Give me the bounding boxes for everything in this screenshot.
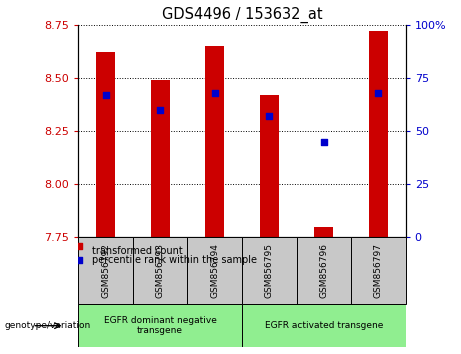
Bar — [242, 237, 296, 304]
Point — [266, 113, 273, 119]
Bar — [296, 237, 351, 304]
Point — [320, 139, 327, 144]
Text: GSM856794: GSM856794 — [210, 243, 219, 298]
Point — [102, 92, 109, 98]
Bar — [133, 237, 188, 304]
Text: genotype/variation: genotype/variation — [5, 321, 91, 330]
Bar — [188, 237, 242, 304]
Text: GSM856792: GSM856792 — [101, 243, 110, 298]
Text: GSM856797: GSM856797 — [374, 243, 383, 298]
Bar — [260, 95, 279, 237]
Bar — [242, 304, 406, 347]
Bar — [96, 52, 115, 237]
Text: GSM856793: GSM856793 — [156, 243, 165, 298]
Text: transformed count: transformed count — [92, 246, 183, 256]
Bar — [314, 227, 333, 237]
Point — [112, 57, 120, 63]
Text: EGFR activated transgene: EGFR activated transgene — [265, 321, 383, 330]
Title: GDS4496 / 153632_at: GDS4496 / 153632_at — [162, 7, 322, 23]
Text: GSM856796: GSM856796 — [319, 243, 328, 298]
Point — [211, 90, 219, 96]
Point — [375, 90, 382, 96]
Bar — [78, 304, 242, 347]
Point — [157, 107, 164, 113]
Bar — [205, 46, 225, 237]
Text: percentile rank within the sample: percentile rank within the sample — [92, 255, 257, 265]
Bar — [78, 237, 133, 304]
Bar — [351, 237, 406, 304]
Point — [112, 186, 120, 192]
Bar — [151, 80, 170, 237]
Bar — [369, 31, 388, 237]
Text: GSM856795: GSM856795 — [265, 243, 274, 298]
Text: EGFR dominant negative
transgene: EGFR dominant negative transgene — [104, 316, 217, 335]
